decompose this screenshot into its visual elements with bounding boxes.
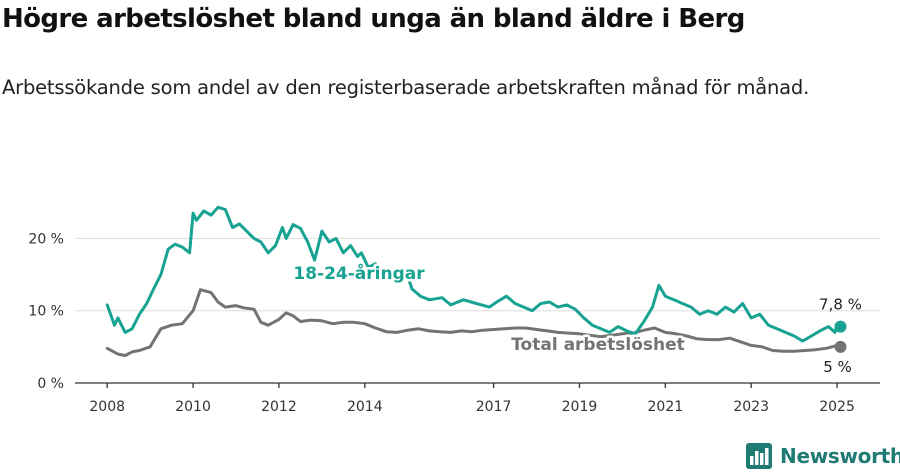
newsworthy-logo-icon (746, 443, 772, 469)
series-label-total: Total arbetslöshet (511, 335, 685, 355)
y-tick-label: 20 % (28, 231, 64, 247)
x-tick-label: 2010 (175, 399, 211, 415)
y-tick-label: 10 % (28, 304, 64, 320)
series-layer (105, 205, 847, 357)
end-value-label-total: 5 % (823, 358, 852, 376)
series-label-youth-halo: 18-24-åringar (293, 262, 425, 284)
x-tick-label: 2025 (819, 399, 855, 415)
series-line-youth-late (406, 274, 842, 343)
series-label-total-halo: Total arbetslöshet (511, 335, 685, 355)
end-marker-youth (834, 320, 847, 333)
x-tick-label: 2008 (89, 399, 125, 415)
series-line-total (105, 288, 842, 357)
series-line-youth (105, 205, 377, 334)
end-value-label-youth: 7,8 % (819, 296, 862, 314)
x-tick-label: 2021 (648, 399, 684, 415)
end-marker-total (834, 340, 847, 353)
x-tick-label: 2019 (562, 399, 598, 415)
axis-layer: 0 % 10 % 20 % 2008 2010 2012 2014 2017 2019 2021 2… (28, 231, 880, 415)
chart-title: Högre arbetslöshet bland unga än bland ä… (2, 4, 745, 34)
chart-subtitle: Arbetssökande som andel av den registerb… (2, 76, 810, 99)
x-tick-label: 2023 (733, 399, 769, 415)
x-tick-label: 2012 (261, 399, 297, 415)
brand-logo: Newsworthy (746, 441, 900, 471)
label-layer: 7,8 %5 %18-24-åringar18-24-åringarTotal … (291, 260, 862, 376)
x-tick-label: 2014 (347, 399, 383, 415)
y-tick-label: 0 % (37, 376, 64, 392)
x-tick-label: 2017 (476, 399, 512, 415)
brand-name: Newsworthy (780, 444, 900, 468)
series-label-youth: 18-24-åringar (293, 262, 425, 284)
